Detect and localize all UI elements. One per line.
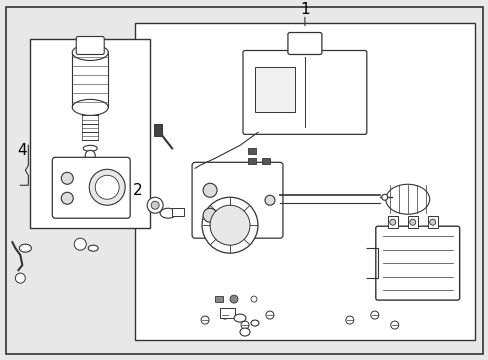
Circle shape bbox=[265, 311, 273, 319]
Ellipse shape bbox=[250, 320, 259, 326]
Circle shape bbox=[345, 316, 353, 324]
FancyBboxPatch shape bbox=[52, 157, 130, 218]
Circle shape bbox=[151, 201, 159, 209]
Ellipse shape bbox=[85, 150, 95, 160]
Bar bbox=[407, 216, 417, 228]
Ellipse shape bbox=[160, 208, 176, 218]
Bar bbox=[387, 216, 397, 228]
Circle shape bbox=[264, 195, 274, 205]
Circle shape bbox=[95, 175, 119, 199]
Circle shape bbox=[61, 172, 73, 184]
Circle shape bbox=[201, 316, 209, 324]
Bar bbox=[247, 158, 255, 164]
FancyBboxPatch shape bbox=[76, 36, 104, 54]
Circle shape bbox=[15, 273, 25, 283]
FancyBboxPatch shape bbox=[375, 226, 459, 300]
Bar bbox=[247, 148, 255, 154]
Bar bbox=[215, 296, 223, 302]
Bar bbox=[135, 23, 474, 340]
Ellipse shape bbox=[72, 99, 108, 116]
Bar bbox=[262, 158, 269, 164]
Circle shape bbox=[221, 311, 228, 319]
Ellipse shape bbox=[385, 184, 429, 214]
Ellipse shape bbox=[240, 328, 249, 336]
Circle shape bbox=[229, 295, 238, 303]
FancyBboxPatch shape bbox=[192, 162, 283, 238]
Bar bbox=[30, 39, 150, 228]
Text: 1: 1 bbox=[300, 2, 309, 17]
Text: 4: 4 bbox=[18, 143, 27, 158]
Ellipse shape bbox=[20, 244, 31, 252]
Circle shape bbox=[241, 321, 248, 329]
Circle shape bbox=[429, 219, 435, 225]
Circle shape bbox=[409, 219, 415, 225]
Circle shape bbox=[250, 296, 257, 302]
Circle shape bbox=[370, 311, 378, 319]
Circle shape bbox=[89, 169, 125, 205]
FancyBboxPatch shape bbox=[243, 50, 366, 134]
Circle shape bbox=[61, 192, 73, 204]
Text: 3: 3 bbox=[446, 261, 455, 276]
Ellipse shape bbox=[83, 145, 97, 151]
Circle shape bbox=[203, 208, 217, 222]
Circle shape bbox=[147, 197, 163, 213]
FancyBboxPatch shape bbox=[287, 32, 321, 54]
Text: 2: 2 bbox=[133, 183, 142, 198]
Bar bbox=[427, 216, 437, 228]
Ellipse shape bbox=[234, 314, 245, 322]
Circle shape bbox=[381, 194, 387, 200]
Bar bbox=[254, 67, 294, 112]
Circle shape bbox=[74, 238, 86, 250]
Ellipse shape bbox=[88, 245, 98, 251]
Bar bbox=[72, 53, 108, 107]
Circle shape bbox=[202, 197, 258, 253]
Bar bbox=[220, 308, 235, 318]
Circle shape bbox=[210, 205, 249, 245]
Circle shape bbox=[389, 219, 395, 225]
Ellipse shape bbox=[72, 45, 108, 60]
Bar bbox=[154, 124, 162, 136]
Circle shape bbox=[203, 183, 217, 197]
Bar bbox=[172, 208, 183, 216]
Circle shape bbox=[390, 321, 398, 329]
